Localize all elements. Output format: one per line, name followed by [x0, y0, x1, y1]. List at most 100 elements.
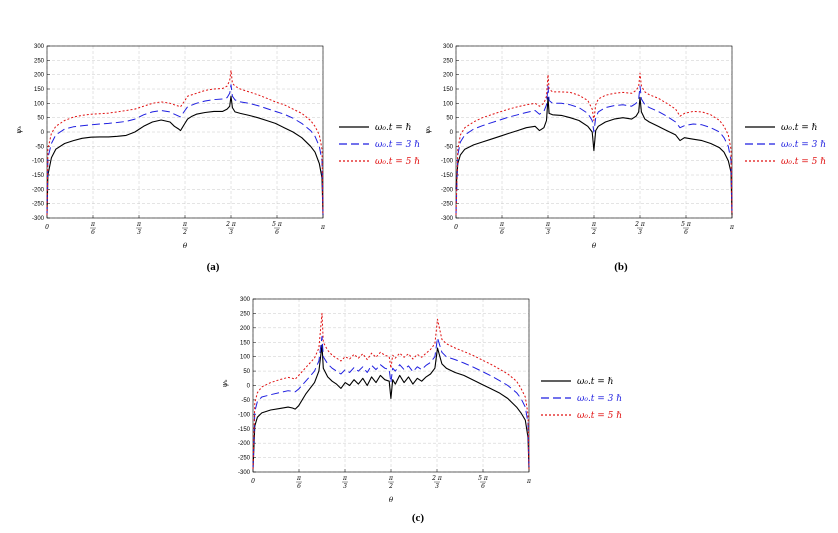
series-line-2 — [252, 336, 530, 470]
y-tick-label: 100 — [240, 355, 251, 361]
y-axis-label: ψₖ — [221, 379, 229, 387]
y-tick-label: 200 — [443, 73, 454, 79]
panel-caption: (a) — [207, 261, 220, 273]
x-tick-numerator: 5 π — [272, 221, 283, 228]
x-tick-denominator: 6 — [684, 229, 688, 236]
y-tick-label: 250 — [34, 58, 45, 64]
y-tick-label: -200 — [441, 187, 454, 193]
x-tick-denominator: 3 — [229, 229, 233, 236]
legend-label: ω₀.t = ℏ — [375, 123, 411, 133]
series-line-3 — [252, 312, 530, 470]
x-tick-denominator: 2 — [182, 229, 187, 236]
x-tick-label: π — [526, 478, 532, 485]
y-tick-label: -250 — [441, 202, 454, 208]
y-tick-label: -100 — [32, 159, 45, 165]
x-tick-label: 0 — [454, 224, 458, 231]
y-tick-label: -250 — [238, 456, 251, 462]
x-tick-label: π — [729, 224, 735, 231]
y-tick-label: 300 — [443, 44, 454, 50]
y-tick-label: 50 — [446, 116, 453, 122]
y-tick-label: -100 — [238, 412, 251, 418]
y-tick-label: 250 — [443, 58, 454, 64]
series-line-3 — [46, 69, 324, 216]
x-axis-label: θ — [183, 242, 188, 250]
y-tick-label: -50 — [444, 144, 453, 150]
y-tick-label: 50 — [243, 369, 250, 375]
legend-label: ω₀.t = ℏ — [781, 123, 817, 133]
x-axis-label: θ — [389, 496, 394, 504]
x-tick-denominator: 3 — [343, 483, 347, 490]
x-tick-denominator: 6 — [91, 229, 95, 236]
y-tick-label: 200 — [34, 73, 45, 79]
legend: ω₀.t = ℏ ω₀.t = 3 ℏ ω₀.t = 5 ℏ — [339, 123, 420, 167]
y-tick-label: -50 — [35, 144, 44, 150]
chart-panel-3: 300 250 200 150 100 50 0 -50 -100 -150 -200 -250 -30… — [221, 297, 622, 524]
x-tick-numerator: π — [182, 221, 188, 228]
y-tick-label: -200 — [32, 187, 45, 193]
y-tick-label: -300 — [238, 470, 251, 476]
x-tick-denominator: 3 — [435, 483, 439, 490]
x-tick-numerator: π — [545, 221, 551, 228]
x-tick-numerator: π — [499, 221, 505, 228]
y-tick-label: 0 — [41, 130, 45, 136]
y-tick-label: -300 — [441, 216, 454, 222]
x-tick-numerator: π — [342, 475, 348, 482]
y-tick-label: 250 — [240, 311, 251, 317]
panel-caption: (c) — [412, 512, 425, 524]
series-line-1 — [455, 97, 733, 216]
x-tick-label: 0 — [251, 478, 255, 485]
x-tick-numerator: 2 π — [634, 221, 646, 228]
x-tick-label: π — [320, 224, 326, 231]
y-tick-label: 200 — [240, 326, 251, 332]
series-line-1 — [46, 95, 324, 216]
y-tick-label: 0 — [247, 384, 251, 390]
x-tick-denominator: 2 — [388, 483, 393, 490]
legend-label: ω₀.t = 3 ℏ — [781, 140, 826, 150]
y-tick-label: 300 — [34, 44, 45, 50]
legend-label: ω₀.t = 5 ℏ — [375, 157, 420, 167]
series-line-3 — [455, 72, 733, 216]
legend-label: ω₀.t = ℏ — [577, 377, 613, 387]
legend-label: ω₀.t = 3 ℏ — [375, 140, 420, 150]
legend: ω₀.t = ℏ ω₀.t = 3 ℏ ω₀.t = 5 ℏ — [541, 377, 622, 421]
legend-label: ω₀.t = 5 ℏ — [577, 411, 622, 421]
y-axis-label: ψₖ — [15, 126, 23, 134]
x-tick-numerator: π — [388, 475, 394, 482]
x-tick-denominator: 3 — [638, 229, 642, 236]
y-tick-label: -150 — [32, 173, 45, 179]
y-tick-label: -300 — [32, 216, 45, 222]
y-tick-label: 0 — [450, 130, 454, 136]
chart-panel-1: 300 250 200 150 100 50 0 -50 -100 -150 -200 -250 -30… — [15, 44, 420, 273]
x-tick-numerator: π — [296, 475, 302, 482]
x-axis-label: θ — [592, 242, 597, 250]
x-tick-numerator: π — [591, 221, 597, 228]
x-tick-numerator: 5 π — [478, 475, 489, 482]
y-axis-label: ψₖ — [424, 126, 432, 134]
x-tick-label: 0 — [45, 224, 49, 231]
x-tick-denominator: 6 — [500, 229, 504, 236]
y-tick-label: -200 — [238, 441, 251, 447]
series-line-1 — [252, 344, 530, 470]
y-tick-label: 100 — [34, 101, 45, 107]
y-tick-label: 150 — [34, 87, 45, 93]
x-tick-numerator: π — [90, 221, 96, 228]
chart-panel-2: 300 250 200 150 100 50 0 -50 -100 -150 -200 -250 -30… — [424, 44, 826, 273]
x-tick-numerator: 5 π — [681, 221, 692, 228]
panel-caption: (b) — [614, 261, 628, 273]
legend-label: ω₀.t = 5 ℏ — [781, 157, 826, 167]
legend: ω₀.t = ℏ ω₀.t = 3 ℏ ω₀.t = 5 ℏ — [745, 123, 826, 167]
y-tick-label: 150 — [443, 87, 454, 93]
x-tick-denominator: 6 — [275, 229, 279, 236]
x-tick-denominator: 3 — [546, 229, 550, 236]
y-tick-label: -50 — [241, 398, 250, 404]
y-tick-label: 100 — [443, 101, 454, 107]
x-tick-denominator: 6 — [481, 483, 485, 490]
series-line-2 — [46, 84, 324, 216]
x-tick-denominator: 3 — [137, 229, 141, 236]
y-tick-label: -150 — [238, 427, 251, 433]
x-tick-denominator: 6 — [297, 483, 301, 490]
y-tick-label: -150 — [441, 173, 454, 179]
legend-label: ω₀.t = 3 ℏ — [577, 394, 622, 404]
series-line-2 — [455, 85, 733, 216]
